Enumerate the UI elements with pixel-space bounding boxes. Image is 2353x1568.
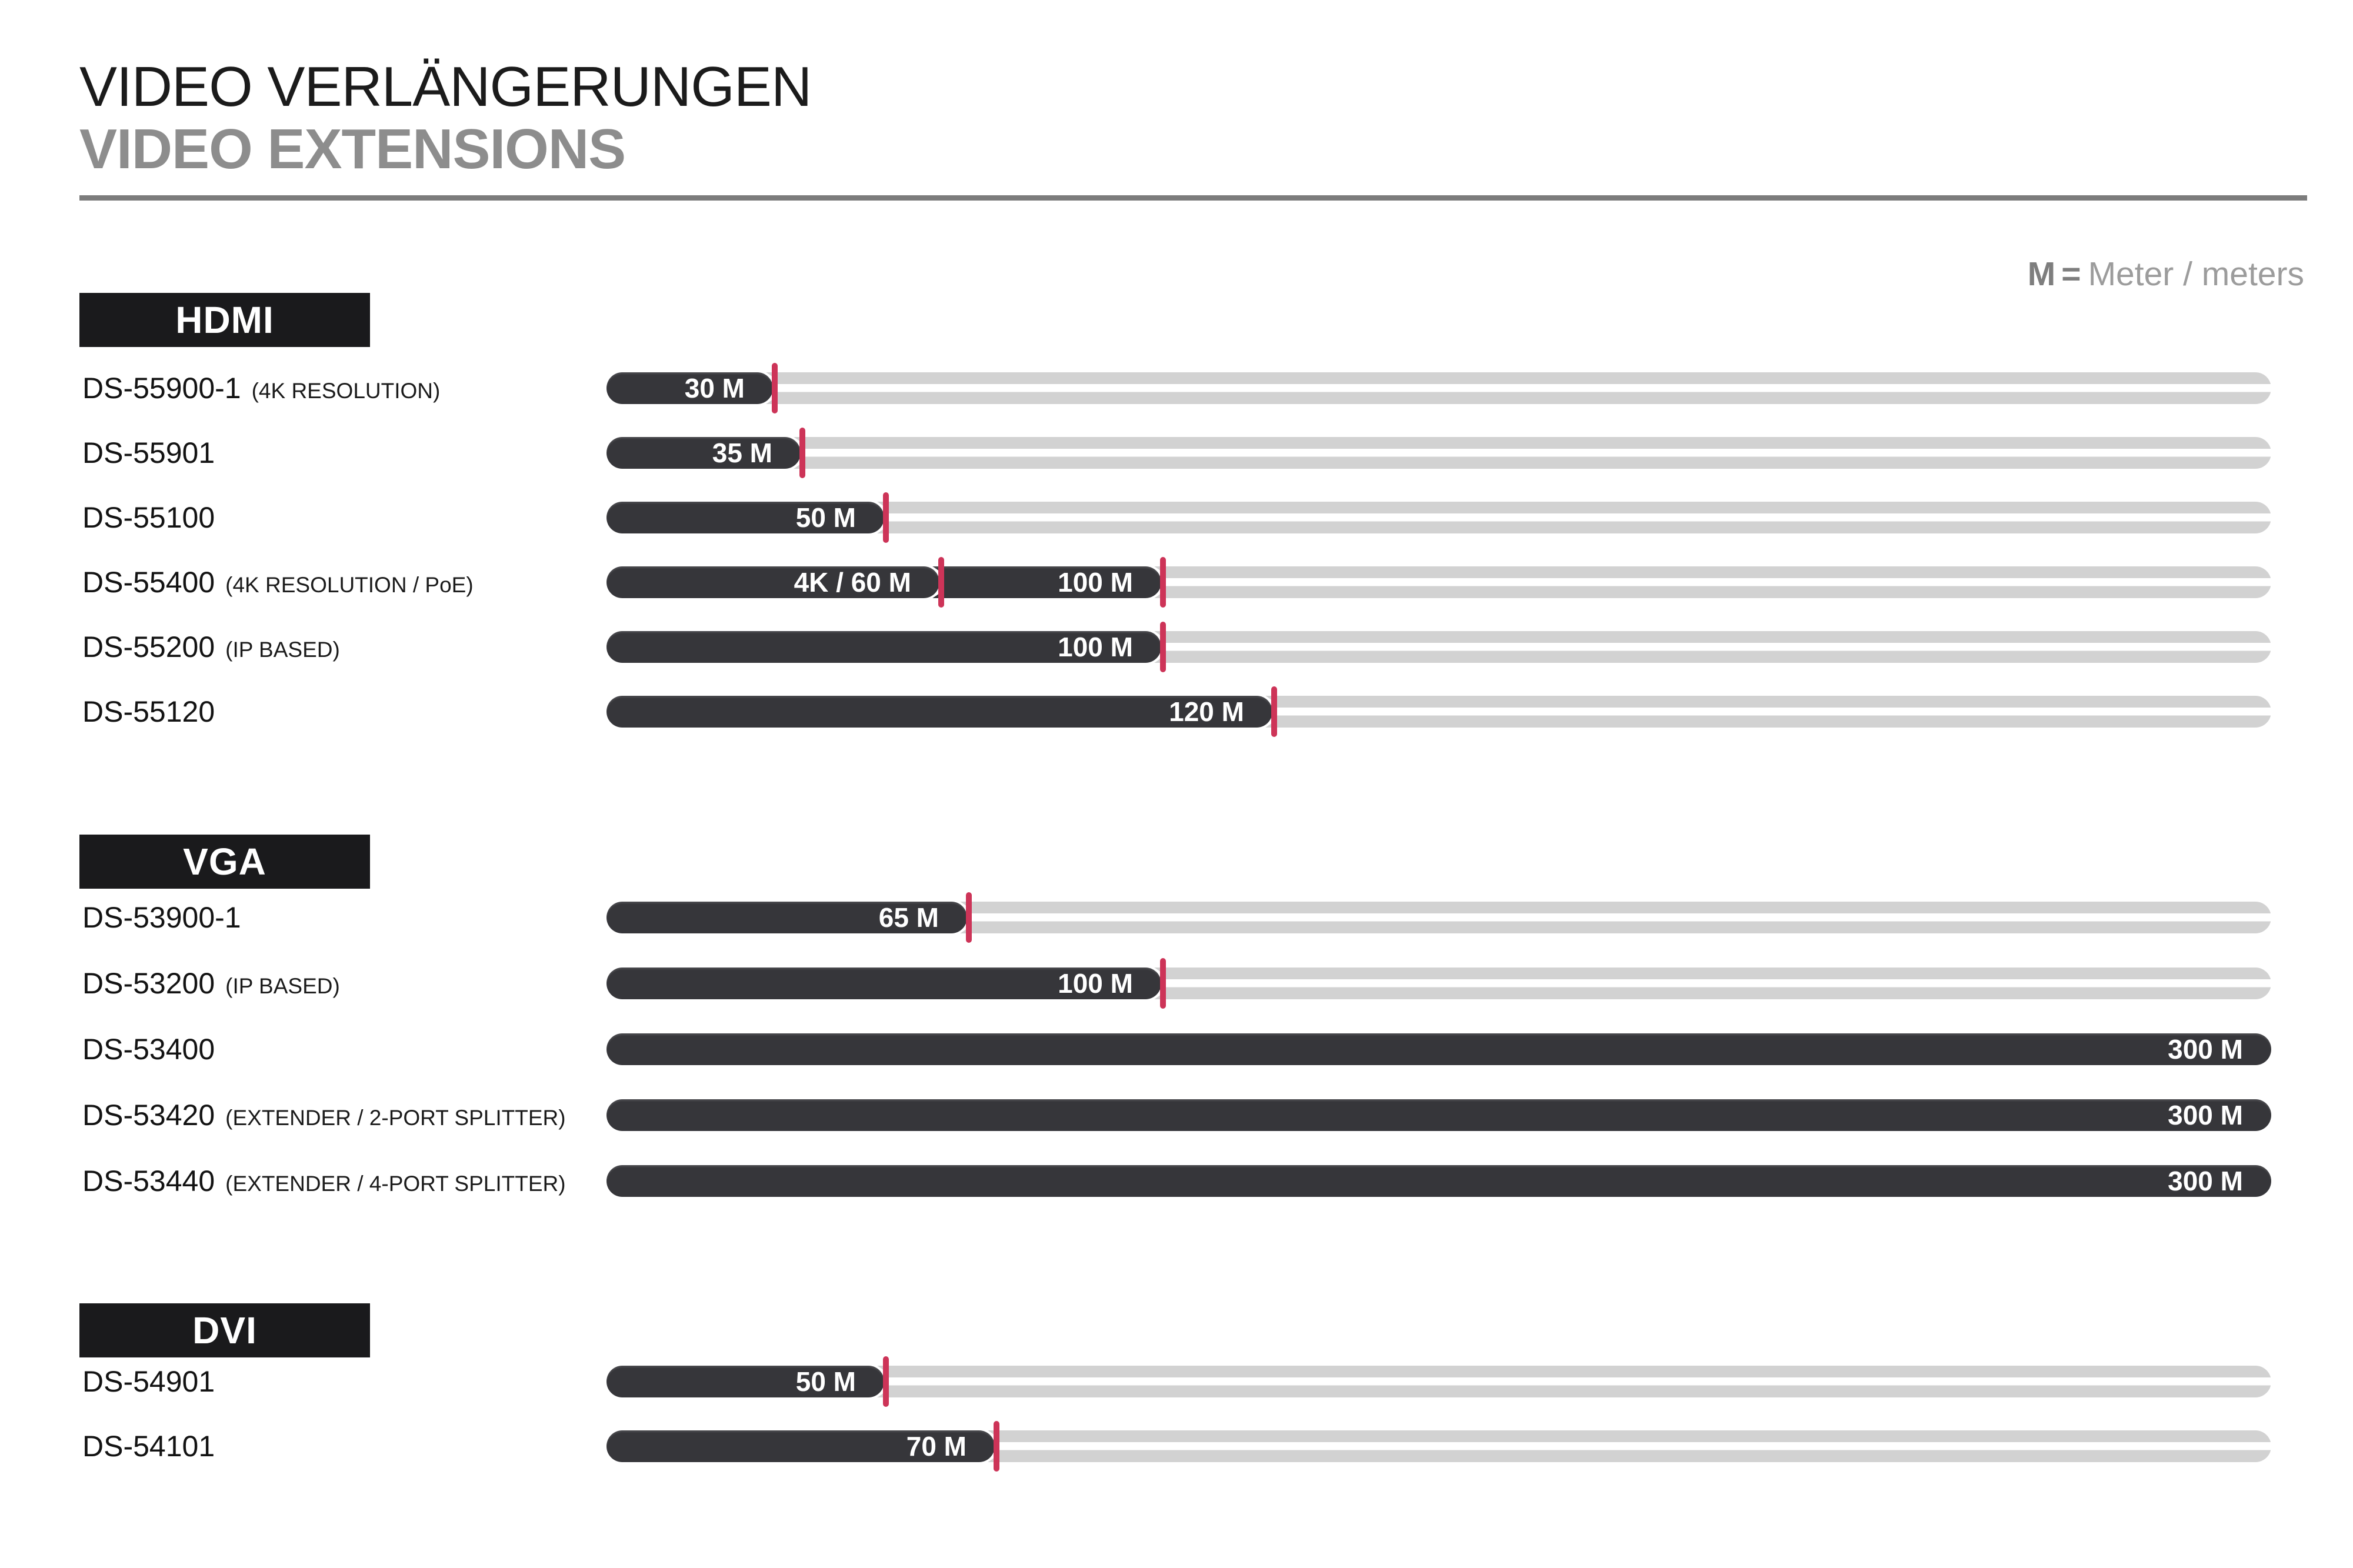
product-model: DS-55901 bbox=[82, 436, 215, 469]
bar-value-label: 120 M bbox=[1169, 696, 1244, 727]
bar-segment: 70 M bbox=[606, 1430, 995, 1462]
bar-segment: 35 M bbox=[606, 437, 801, 469]
bar-value-label: 4K / 60 M bbox=[794, 567, 911, 598]
bar-track bbox=[606, 437, 2271, 469]
product-note: (4K RESOLUTION / PoE) bbox=[225, 573, 474, 597]
bar-value-label: 100 M bbox=[1058, 632, 1133, 662]
bar-segment: 120 M bbox=[606, 696, 1272, 728]
product-note: (IP BASED) bbox=[225, 974, 340, 998]
bar-value-label: 300 M bbox=[2168, 1100, 2243, 1130]
title-divider bbox=[79, 195, 2307, 201]
product-note: (IP BASED) bbox=[225, 638, 340, 662]
bar-value-label: 30 M bbox=[684, 373, 745, 403]
unit-text: Meter / meters bbox=[2088, 255, 2304, 293]
unit-symbol: M bbox=[2027, 255, 2056, 293]
product-model: DS-53440 bbox=[82, 1165, 215, 1197]
bar-value-label: 35 M bbox=[712, 438, 772, 468]
unit-legend: M = Meter / meters bbox=[2028, 258, 2304, 291]
product-label: DS-55901 bbox=[82, 437, 215, 469]
product-label: DS-54101 bbox=[82, 1430, 215, 1462]
bar-segment: 300 M bbox=[606, 1099, 2271, 1131]
product-model: DS-53200 bbox=[82, 967, 215, 1000]
limit-tick bbox=[1160, 557, 1166, 608]
limit-tick bbox=[994, 1421, 999, 1472]
bar-segment: 50 M bbox=[606, 502, 884, 533]
limit-tick bbox=[883, 1356, 889, 1407]
page-title-english: VIDEO EXTENSIONS bbox=[79, 118, 626, 181]
limit-tick bbox=[1271, 686, 1277, 737]
bar-value-label: 50 M bbox=[795, 1366, 856, 1397]
unit-equals: = bbox=[2061, 255, 2081, 293]
product-label: DS-55100 bbox=[82, 502, 215, 533]
product-label: DS-55120 bbox=[82, 696, 215, 728]
product-model: DS-55100 bbox=[82, 501, 215, 534]
product-model: DS-53420 bbox=[82, 1099, 215, 1132]
bar-segment: 100 M bbox=[606, 968, 1161, 999]
product-model: DS-55200 bbox=[82, 630, 215, 663]
product-model: DS-55120 bbox=[82, 695, 215, 728]
bar-value-label: 100 M bbox=[1058, 968, 1133, 999]
product-label: DS-53900-1 bbox=[82, 902, 241, 933]
limit-tick bbox=[938, 557, 944, 608]
product-label: DS-55400 (4K RESOLUTION / PoE) bbox=[82, 566, 474, 598]
bar-value-label: 100 M bbox=[1058, 567, 1133, 598]
bar-segment: 30 M bbox=[606, 372, 773, 404]
limit-tick bbox=[772, 363, 778, 413]
limit-tick bbox=[966, 892, 972, 943]
section-badge-label: VGA bbox=[183, 840, 266, 883]
product-label: DS-54901 bbox=[82, 1366, 215, 1397]
limit-tick bbox=[1160, 622, 1166, 672]
section-badge-label: DVI bbox=[192, 1309, 257, 1352]
product-model: DS-54101 bbox=[82, 1430, 215, 1463]
product-note: (EXTENDER / 4-PORT SPLITTER) bbox=[225, 1172, 566, 1196]
section-badge-dvi: DVI bbox=[79, 1303, 370, 1357]
product-label: DS-53200 (IP BASED) bbox=[82, 968, 340, 999]
product-model: DS-53400 bbox=[82, 1033, 215, 1066]
product-label: DS-53400 bbox=[82, 1033, 215, 1065]
product-label: DS-53420 (EXTENDER / 2-PORT SPLITTER) bbox=[82, 1099, 566, 1131]
bar-value-label: 300 M bbox=[2168, 1166, 2243, 1196]
bar-value-label: 70 M bbox=[906, 1431, 966, 1462]
bar-segment: 300 M bbox=[606, 1165, 2271, 1197]
bar-segment: 4K / 60 M bbox=[606, 566, 939, 598]
bar-track bbox=[606, 372, 2271, 404]
product-model: DS-55400 bbox=[82, 566, 215, 599]
product-model: DS-54901 bbox=[82, 1365, 215, 1398]
product-note: (EXTENDER / 2-PORT SPLITTER) bbox=[225, 1106, 566, 1130]
bar-value-label: 50 M bbox=[795, 502, 856, 533]
product-label: DS-55900-1 (4K RESOLUTION) bbox=[82, 372, 440, 404]
bar-segment: 50 M bbox=[606, 1366, 884, 1397]
section-badge-label: HDMI bbox=[175, 299, 274, 341]
bar-segment: 65 M bbox=[606, 902, 967, 933]
page-title-german: VIDEO VERLÄNGERUNGEN bbox=[79, 55, 812, 118]
limit-tick bbox=[799, 428, 805, 478]
section-badge-hdmi: HDMI bbox=[79, 293, 370, 347]
product-label: DS-53440 (EXTENDER / 4-PORT SPLITTER) bbox=[82, 1165, 566, 1197]
product-model: DS-53900-1 bbox=[82, 901, 241, 934]
bar-segment: 300 M bbox=[606, 1033, 2271, 1065]
bar-value-label: 300 M bbox=[2168, 1034, 2243, 1065]
bar-value-label: 65 M bbox=[878, 902, 939, 933]
bar-segment: 100 M bbox=[606, 631, 1161, 663]
product-model: DS-55900-1 bbox=[82, 372, 241, 405]
product-note: (4K RESOLUTION) bbox=[251, 379, 441, 403]
limit-tick bbox=[883, 492, 889, 543]
section-badge-vga: VGA bbox=[79, 835, 370, 889]
product-label: DS-55200 (IP BASED) bbox=[82, 631, 340, 663]
limit-tick bbox=[1160, 958, 1166, 1009]
